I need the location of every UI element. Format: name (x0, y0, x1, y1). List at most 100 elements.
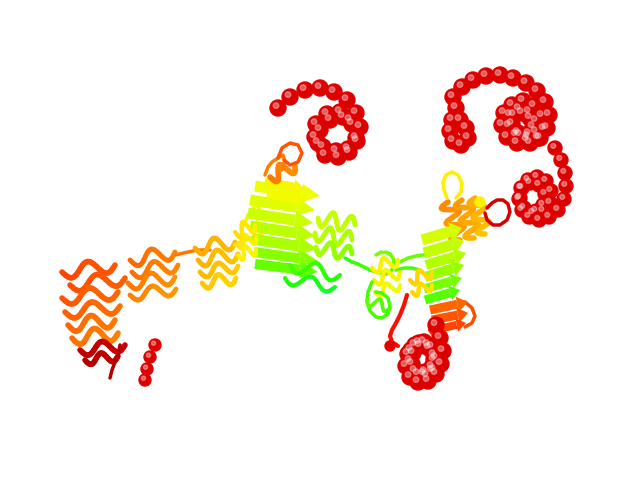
Circle shape (273, 103, 279, 108)
Circle shape (524, 176, 529, 180)
Circle shape (426, 362, 442, 378)
Circle shape (558, 166, 572, 180)
Circle shape (525, 113, 531, 119)
Circle shape (300, 85, 306, 90)
Circle shape (313, 138, 319, 144)
Circle shape (410, 366, 426, 382)
Circle shape (270, 100, 286, 116)
Circle shape (457, 82, 463, 87)
Circle shape (551, 203, 565, 217)
Circle shape (545, 213, 550, 217)
Circle shape (141, 376, 146, 380)
Polygon shape (455, 318, 466, 332)
Circle shape (530, 170, 544, 184)
Circle shape (423, 340, 429, 346)
Circle shape (535, 216, 540, 220)
Circle shape (442, 123, 458, 139)
Polygon shape (449, 274, 462, 288)
Circle shape (424, 359, 440, 375)
Circle shape (414, 338, 420, 343)
Circle shape (319, 106, 335, 122)
Circle shape (426, 347, 442, 363)
Circle shape (539, 206, 544, 211)
Circle shape (532, 86, 538, 91)
Circle shape (404, 356, 420, 372)
Circle shape (428, 342, 433, 348)
Circle shape (532, 206, 537, 211)
Circle shape (497, 120, 503, 125)
Circle shape (445, 133, 461, 149)
Circle shape (507, 100, 513, 106)
Circle shape (499, 108, 505, 113)
Circle shape (431, 320, 437, 325)
Circle shape (557, 156, 562, 160)
Circle shape (400, 346, 416, 362)
Polygon shape (296, 198, 315, 216)
Polygon shape (251, 234, 300, 252)
Circle shape (429, 365, 435, 371)
Circle shape (520, 129, 536, 145)
Circle shape (529, 101, 535, 107)
Circle shape (311, 119, 317, 124)
Circle shape (332, 146, 337, 151)
Circle shape (522, 135, 528, 141)
Polygon shape (424, 264, 454, 282)
Circle shape (428, 366, 433, 372)
Circle shape (543, 196, 557, 210)
Circle shape (539, 120, 555, 136)
Circle shape (351, 108, 357, 113)
Circle shape (421, 340, 437, 356)
Circle shape (512, 127, 528, 143)
Circle shape (548, 141, 562, 155)
Circle shape (517, 201, 531, 215)
Polygon shape (456, 297, 468, 312)
Circle shape (495, 70, 501, 75)
Polygon shape (296, 224, 315, 242)
Circle shape (481, 71, 487, 76)
Circle shape (416, 366, 432, 382)
Circle shape (445, 89, 461, 105)
Circle shape (463, 133, 468, 138)
Circle shape (521, 78, 527, 84)
Circle shape (561, 168, 566, 173)
Circle shape (351, 133, 357, 138)
Circle shape (424, 363, 440, 379)
Circle shape (514, 104, 520, 109)
Circle shape (528, 124, 544, 140)
Circle shape (315, 125, 321, 131)
Circle shape (494, 117, 510, 133)
Circle shape (528, 122, 534, 127)
Circle shape (344, 147, 350, 153)
Polygon shape (452, 248, 466, 264)
Circle shape (405, 372, 411, 377)
Polygon shape (456, 308, 468, 323)
Circle shape (335, 107, 341, 112)
Circle shape (420, 367, 426, 372)
Circle shape (312, 80, 328, 96)
Circle shape (542, 210, 556, 224)
Circle shape (424, 339, 440, 355)
Polygon shape (292, 180, 305, 194)
Circle shape (411, 335, 427, 351)
Circle shape (432, 330, 448, 346)
Circle shape (147, 353, 150, 357)
Circle shape (542, 177, 547, 181)
Circle shape (514, 181, 528, 195)
Circle shape (560, 194, 564, 199)
Circle shape (328, 143, 344, 159)
Circle shape (492, 67, 508, 83)
Polygon shape (294, 192, 306, 206)
Circle shape (338, 112, 344, 118)
Circle shape (525, 138, 531, 144)
Circle shape (509, 135, 525, 151)
Circle shape (532, 178, 546, 192)
Circle shape (403, 342, 419, 358)
Circle shape (541, 190, 546, 194)
Circle shape (546, 198, 550, 204)
Circle shape (428, 366, 444, 382)
Circle shape (152, 341, 156, 345)
Polygon shape (249, 221, 298, 239)
Circle shape (332, 104, 348, 120)
Circle shape (424, 343, 430, 348)
Circle shape (322, 112, 338, 128)
